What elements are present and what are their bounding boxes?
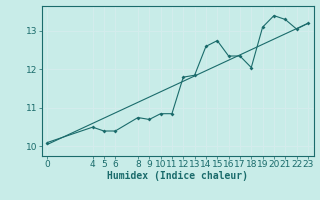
X-axis label: Humidex (Indice chaleur): Humidex (Indice chaleur) xyxy=(107,171,248,181)
